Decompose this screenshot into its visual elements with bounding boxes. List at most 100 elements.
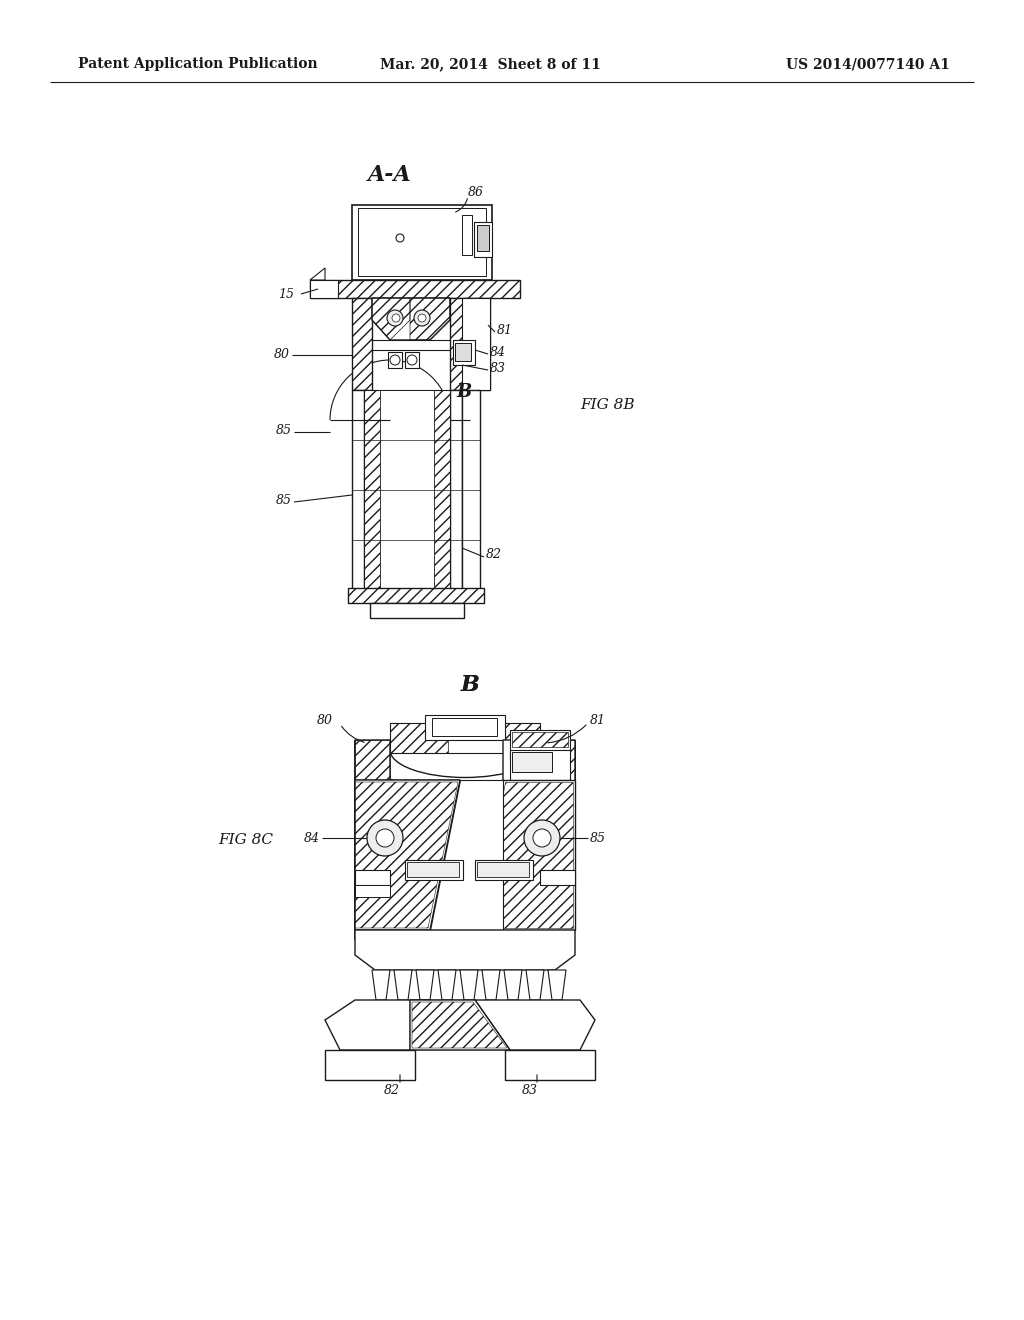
Text: 86: 86: [468, 186, 484, 198]
Text: 15: 15: [278, 288, 294, 301]
Bar: [358, 209, 486, 276]
Bar: [388, 352, 402, 368]
Circle shape: [390, 355, 400, 366]
Bar: [390, 723, 449, 752]
Polygon shape: [372, 970, 390, 1001]
Circle shape: [534, 829, 551, 847]
Bar: [450, 298, 490, 389]
Text: 83: 83: [522, 1084, 538, 1097]
Bar: [406, 352, 419, 368]
Bar: [432, 718, 497, 737]
Polygon shape: [430, 780, 503, 931]
Bar: [450, 298, 462, 389]
Polygon shape: [505, 1049, 595, 1080]
Bar: [352, 298, 372, 389]
Circle shape: [367, 820, 403, 855]
Polygon shape: [355, 741, 390, 870]
Bar: [455, 343, 471, 360]
Bar: [474, 222, 492, 257]
Text: 80: 80: [317, 714, 333, 726]
Bar: [425, 715, 505, 741]
Text: 85: 85: [590, 832, 606, 845]
Text: Mar. 20, 2014  Sheet 8 of 11: Mar. 20, 2014 Sheet 8 of 11: [380, 57, 600, 71]
Polygon shape: [482, 970, 500, 1001]
Bar: [352, 298, 372, 389]
Text: 81: 81: [590, 714, 606, 726]
Polygon shape: [526, 970, 544, 1001]
Polygon shape: [355, 931, 575, 970]
Circle shape: [396, 234, 404, 242]
Polygon shape: [310, 268, 325, 280]
Circle shape: [414, 310, 430, 326]
Polygon shape: [548, 970, 566, 1001]
Bar: [352, 389, 364, 590]
Bar: [406, 861, 463, 880]
Bar: [355, 870, 390, 884]
Polygon shape: [503, 741, 575, 880]
Text: 80: 80: [274, 348, 290, 362]
Text: 84: 84: [304, 832, 319, 845]
Bar: [348, 587, 484, 603]
Bar: [477, 862, 529, 876]
Bar: [503, 723, 540, 752]
Circle shape: [392, 314, 400, 322]
Bar: [310, 280, 520, 298]
Polygon shape: [460, 970, 478, 1001]
Polygon shape: [394, 970, 412, 1001]
Polygon shape: [355, 780, 460, 931]
Text: B: B: [461, 675, 479, 696]
Circle shape: [376, 829, 394, 847]
Polygon shape: [438, 970, 456, 1001]
Text: 82: 82: [486, 549, 502, 561]
Bar: [510, 730, 570, 760]
Polygon shape: [416, 970, 434, 1001]
Circle shape: [387, 310, 403, 326]
Text: 81: 81: [497, 323, 513, 337]
Text: Patent Application Publication: Patent Application Publication: [78, 57, 317, 71]
Bar: [370, 603, 464, 618]
Bar: [477, 224, 489, 251]
Bar: [352, 205, 492, 280]
Bar: [540, 870, 575, 884]
Text: B: B: [456, 383, 471, 401]
Polygon shape: [325, 1001, 430, 1049]
Bar: [310, 280, 520, 298]
Bar: [475, 861, 534, 880]
Polygon shape: [325, 1049, 415, 1080]
Bar: [407, 389, 450, 590]
Circle shape: [407, 355, 417, 366]
Polygon shape: [410, 1001, 510, 1049]
Polygon shape: [372, 298, 450, 341]
Bar: [380, 389, 434, 590]
Bar: [510, 750, 570, 780]
Bar: [348, 587, 484, 603]
Text: 82: 82: [384, 1084, 400, 1097]
Polygon shape: [504, 970, 522, 1001]
Bar: [407, 862, 459, 876]
Bar: [512, 752, 552, 772]
Bar: [390, 723, 540, 752]
Bar: [364, 389, 450, 590]
Text: A-A: A-A: [368, 164, 412, 186]
Bar: [462, 389, 480, 590]
Polygon shape: [310, 280, 338, 298]
Bar: [462, 298, 490, 389]
Bar: [450, 389, 462, 590]
Text: 83: 83: [490, 362, 506, 375]
Bar: [462, 215, 472, 255]
Text: 84: 84: [490, 346, 506, 359]
Text: FIG 8B: FIG 8B: [580, 399, 635, 412]
Text: FIG 8C: FIG 8C: [218, 833, 273, 847]
Circle shape: [418, 314, 426, 322]
Bar: [512, 733, 568, 747]
Circle shape: [524, 820, 560, 855]
Text: 85: 85: [276, 424, 292, 437]
Text: US 2014/0077140 A1: US 2014/0077140 A1: [786, 57, 950, 71]
Text: 85: 85: [276, 494, 292, 507]
Text: B: B: [461, 675, 479, 696]
Polygon shape: [475, 780, 575, 931]
Polygon shape: [475, 1001, 595, 1049]
Bar: [453, 341, 475, 366]
Bar: [355, 884, 390, 898]
Bar: [364, 389, 407, 590]
